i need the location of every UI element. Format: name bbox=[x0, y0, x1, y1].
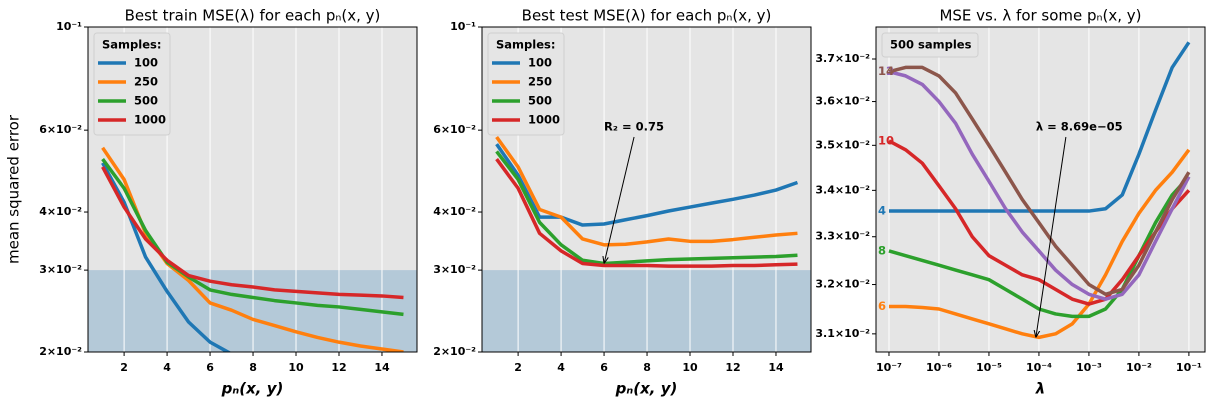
y-tick-label: 2×10⁻² bbox=[39, 345, 82, 358]
x-tick-label: 14 bbox=[768, 361, 784, 374]
y-tick-label: 4×10⁻² bbox=[39, 205, 82, 218]
x-tick-label: 10 bbox=[682, 361, 698, 374]
x-tick-label: 2 bbox=[120, 361, 128, 374]
x-tick-label: 6 bbox=[600, 361, 608, 374]
x-tick-label: 10⁻⁵ bbox=[976, 361, 1002, 374]
y-tick-label: 3.3×10⁻² bbox=[815, 230, 870, 243]
x-tick-label: 4 bbox=[163, 361, 171, 374]
axes-frame bbox=[87, 26, 418, 353]
legend-label: 500 bbox=[528, 94, 552, 108]
annotation: λ = 8.69e−05 bbox=[1036, 120, 1123, 134]
legend-box bbox=[93, 32, 171, 136]
legend-label: 1000 bbox=[134, 113, 166, 127]
x-axis-label: pₙ(x, y) bbox=[615, 380, 678, 398]
x-axis-label: λ bbox=[1035, 380, 1046, 398]
legend-label: 100 bbox=[528, 56, 552, 70]
series-label: 14 bbox=[878, 64, 894, 78]
series-line bbox=[495, 150, 798, 266]
y-tick-label: 3.4×10⁻² bbox=[815, 183, 870, 196]
annotation-arrow bbox=[604, 136, 635, 264]
x-tick-label: 10⁻¹ bbox=[1176, 361, 1202, 374]
series-line bbox=[888, 41, 1191, 213]
legend-label: 1000 bbox=[528, 113, 560, 127]
y-tick-label: 3×10⁻² bbox=[39, 263, 82, 276]
y-tick-label: 3.5×10⁻² bbox=[815, 138, 870, 151]
x-tick-label: 10 bbox=[288, 361, 304, 374]
y-tick-label: 3.7×10⁻² bbox=[815, 52, 870, 65]
plot-area bbox=[88, 27, 417, 352]
legend-title: Samples: bbox=[102, 38, 161, 52]
series-line bbox=[101, 158, 404, 317]
series-label: 8 bbox=[878, 243, 886, 257]
annotation-arrow bbox=[1036, 136, 1067, 337]
y-tick-label: 3.6×10⁻² bbox=[815, 95, 870, 108]
legend-title: 500 samples bbox=[890, 38, 972, 52]
legend-label: 500 bbox=[134, 94, 158, 108]
series-line bbox=[888, 139, 1191, 306]
series-line bbox=[101, 166, 404, 300]
chart-title: Best train MSE(λ) for each pₙ(x, y) bbox=[125, 7, 381, 25]
annotation: R₂ = 0.75 bbox=[604, 120, 664, 134]
x-tick-label: 6 bbox=[206, 361, 214, 374]
series-line bbox=[495, 158, 798, 268]
y-tick-label: 10⁻¹ bbox=[450, 20, 476, 33]
legend-title: Samples: bbox=[496, 38, 555, 52]
x-tick-label: 10⁻⁷ bbox=[876, 361, 902, 374]
x-tick-label: 10⁻³ bbox=[1076, 361, 1102, 374]
legend-label: 100 bbox=[134, 56, 158, 70]
y-tick-label: 10⁻¹ bbox=[56, 20, 82, 33]
legend-label: 250 bbox=[134, 75, 158, 89]
series-label: 4 bbox=[878, 204, 886, 218]
plot-background bbox=[876, 27, 1205, 352]
x-tick-label: 12 bbox=[725, 361, 740, 374]
series-line bbox=[495, 143, 799, 227]
y-tick-label: 3.2×10⁻² bbox=[815, 278, 870, 291]
y-tick-label: 3×10⁻² bbox=[433, 263, 476, 276]
y-tick-label: 3.1×10⁻² bbox=[815, 327, 870, 340]
x-tick-label: 10⁻⁴ bbox=[1026, 361, 1052, 374]
y-tick-label: 6×10⁻² bbox=[433, 123, 476, 136]
legend-box bbox=[881, 32, 979, 58]
x-tick-label: 8 bbox=[643, 361, 651, 374]
series-label: 6 bbox=[878, 299, 886, 313]
series-line bbox=[495, 135, 798, 247]
shaded-region bbox=[482, 270, 811, 352]
x-axis-label: pₙ(x, y) bbox=[221, 380, 284, 398]
axes-frame bbox=[875, 26, 1206, 353]
x-tick-label: 12 bbox=[331, 361, 346, 374]
x-tick-label: 2 bbox=[514, 361, 522, 374]
x-tick-label: 4 bbox=[557, 361, 565, 374]
series-line bbox=[888, 65, 1191, 297]
x-tick-label: 14 bbox=[374, 361, 390, 374]
series-label: 10 bbox=[878, 133, 894, 147]
plot-area bbox=[482, 27, 811, 352]
series-line bbox=[888, 69, 1191, 301]
legend-label: 250 bbox=[528, 75, 552, 89]
x-tick-label: 8 bbox=[249, 361, 257, 374]
plot-area bbox=[888, 27, 1191, 352]
legend-box bbox=[487, 32, 565, 136]
x-tick-label: 10⁻² bbox=[1126, 361, 1152, 374]
chart-title: MSE vs. λ for some pₙ(x, y) bbox=[939, 7, 1141, 25]
y-axis-label: mean squared error bbox=[5, 114, 23, 264]
y-tick-label: 2×10⁻² bbox=[433, 345, 476, 358]
series-label: 12 bbox=[878, 64, 894, 78]
y-tick-label: 4×10⁻² bbox=[433, 205, 476, 218]
axes-frame bbox=[481, 26, 812, 353]
x-tick-label: 10⁻⁶ bbox=[926, 361, 952, 374]
y-tick-label: 6×10⁻² bbox=[39, 123, 82, 136]
chart-title: Best test MSE(λ) for each pₙ(x, y) bbox=[522, 7, 772, 25]
